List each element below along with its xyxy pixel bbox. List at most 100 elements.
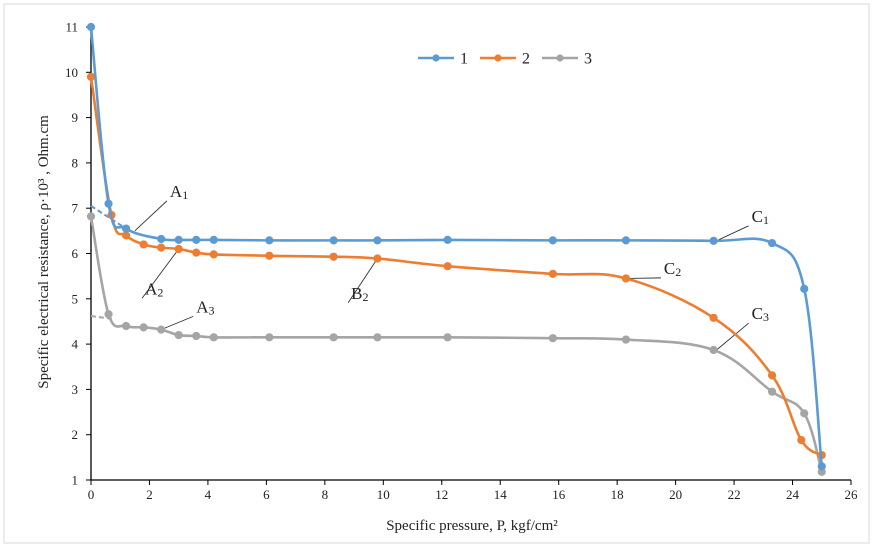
series-1-point (621, 236, 631, 245)
series-2-point (621, 274, 631, 283)
series-1-point (548, 236, 557, 245)
series-1-point (192, 235, 201, 245)
annotation-leader-a1 (134, 200, 168, 232)
y-tick-label: 7 (72, 201, 79, 216)
series-1-point (817, 462, 826, 471)
series-3-point (548, 334, 557, 343)
x-tick-label: 24 (786, 487, 800, 502)
x-tick-label: 6 (263, 487, 270, 502)
series-1-point (157, 234, 166, 244)
series-2-point (192, 248, 201, 257)
annotation-label-c1: C1 (752, 207, 769, 227)
y-tick-label: 3 (72, 382, 79, 397)
x-tick-label: 8 (322, 487, 329, 502)
annotation-label-a3: A3 (196, 297, 214, 317)
series-3-point (86, 212, 96, 221)
series-1-point (800, 284, 809, 293)
series-2-point (443, 262, 452, 271)
y-tick-label: 2 (72, 427, 79, 442)
series-3-point (373, 333, 382, 342)
series-1-point (104, 199, 113, 208)
x-tick-label: 12 (435, 487, 448, 502)
series-3-point (174, 330, 183, 340)
series-2-point (265, 251, 274, 260)
series-1-point (86, 22, 96, 32)
y-tick-label: 1 (72, 473, 79, 488)
annotation-label-c3: C3 (752, 304, 769, 324)
x-tick-label: 0 (88, 487, 95, 502)
chart-area-border (3, 3, 870, 544)
x-tick-label: 16 (552, 487, 566, 502)
series-2-point (329, 252, 338, 261)
series-3-point (767, 387, 777, 396)
y-tick-label: 9 (72, 110, 79, 125)
series-2-line (89, 76, 823, 457)
series-2-point (373, 254, 382, 263)
series-1-point (329, 236, 338, 245)
series-2-point (121, 231, 131, 240)
x-tick-label: 26 (845, 487, 859, 502)
legend-marker-1 (432, 54, 440, 62)
series-2-point (209, 250, 218, 259)
y-tick-label: 4 (72, 337, 79, 352)
series-3-point (157, 325, 166, 334)
x-tick-label: 20 (669, 487, 682, 502)
series-3-point (265, 333, 274, 342)
annotation-label-c2: C2 (664, 259, 681, 279)
annotation-label-b2: B2 (351, 284, 368, 304)
series-2-point (86, 72, 96, 81)
legend: 1 2 3 (418, 51, 592, 68)
x-axis-title: Specific pressure, P, kgf/cm² (386, 518, 558, 534)
x-tick-label: 4 (205, 487, 212, 502)
x-tick-label: 2 (146, 487, 153, 502)
x-tick-label: 14 (494, 487, 508, 502)
series-1-point (265, 236, 274, 245)
series-1-point (767, 238, 777, 248)
legend-marker-3 (556, 54, 564, 62)
series-1-point (443, 235, 452, 245)
series-3-point (121, 321, 131, 331)
series-2-point (139, 240, 148, 249)
annotation-leader-c3 (716, 322, 749, 351)
series-group (86, 22, 826, 476)
series-2-point (174, 244, 183, 254)
annotation-leader-c1 (716, 225, 749, 242)
series-1-point (121, 224, 131, 233)
series-1-point (373, 236, 382, 245)
series-2-point (767, 371, 777, 380)
series-2-point (157, 243, 166, 252)
y-tick-label: 11 (65, 20, 78, 35)
series-2-point (797, 436, 806, 445)
series-1-point (174, 235, 183, 245)
legend-marker-2 (494, 54, 502, 62)
series-2-point (548, 269, 557, 278)
series-3-point (443, 333, 452, 342)
series-3-point (329, 333, 338, 342)
series-3-point (192, 331, 201, 341)
annotation-label-a2: A2 (145, 279, 163, 299)
series-3-point (104, 310, 113, 319)
series-3-point (621, 335, 631, 344)
x-tick-label: 18 (611, 487, 624, 502)
y-tick-label: 8 (72, 155, 79, 170)
series-2-point (709, 313, 718, 322)
x-tick-label: 10 (377, 487, 390, 502)
x-tick-label: 22 (728, 487, 741, 502)
legend-label-3: 3 (584, 51, 592, 68)
y-tick-label: 5 (72, 291, 79, 306)
annotation-leader-a3 (160, 315, 194, 331)
series-3-point (139, 323, 148, 332)
annotation-leader-a2 (141, 248, 180, 299)
series-1-point (709, 236, 718, 245)
series-3-point (209, 333, 218, 342)
y-tick-label: 6 (72, 246, 79, 261)
y-tick-label: 10 (65, 65, 78, 80)
series-3-point (800, 409, 809, 418)
series-1-line (89, 26, 824, 467)
legend-label-1: 1 (460, 51, 468, 68)
annotation-leader-c2 (628, 277, 661, 279)
series-1-point (209, 235, 218, 245)
annotation-label-a1: A1 (170, 182, 188, 202)
